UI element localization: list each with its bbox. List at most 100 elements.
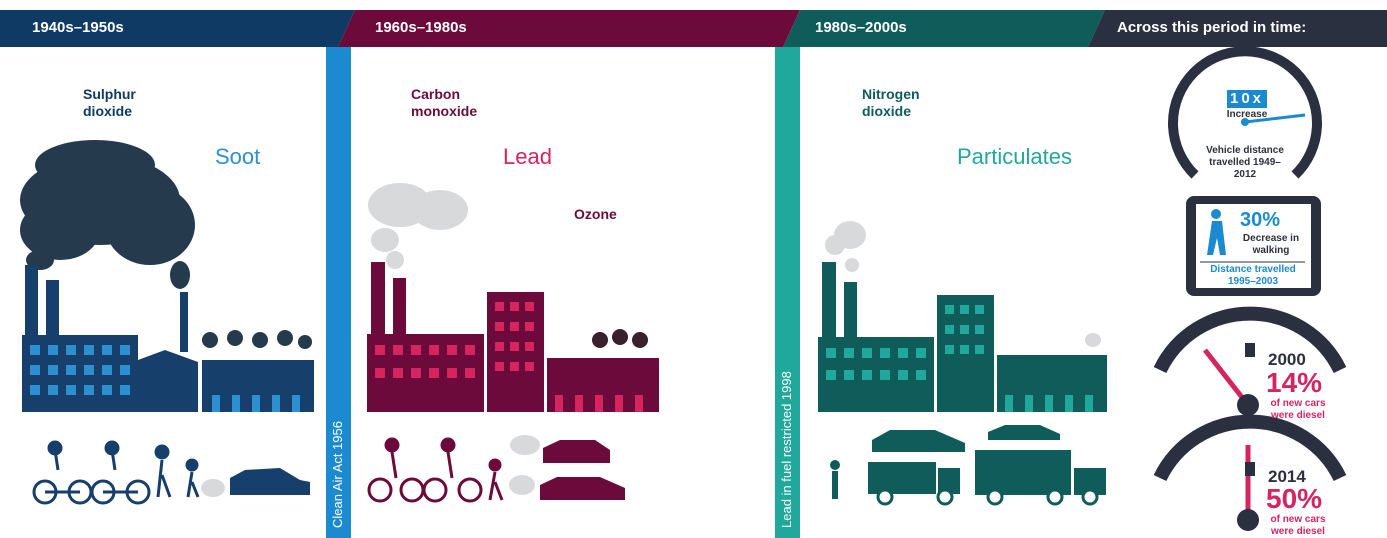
era3-factory: [818, 221, 1107, 412]
era1-factory-part-part: [202, 332, 218, 348]
era2-factory-part-part: [375, 368, 385, 378]
header-band-part: [0, 10, 355, 47]
pollutant: Ozone: [574, 206, 617, 222]
era2-transport-part: [457, 477, 483, 503]
era1-factory-part-part: [35, 140, 155, 190]
event-bar: [326, 47, 351, 538]
era1-factory-part-part: [30, 345, 40, 355]
fuel-gauge-2014-part: [1237, 509, 1259, 531]
era3-factory-part: [822, 262, 836, 337]
era3-factory-part-part: [975, 345, 984, 354]
era2-factory-part-part: [635, 395, 643, 412]
era1-transport-part: [230, 468, 310, 495]
header-band: [0, 10, 1387, 47]
era3-factory-part-part: [1025, 395, 1033, 412]
era1-factory-part-part: [272, 395, 280, 412]
era3-factory-part-part: [960, 305, 969, 314]
odometer-part: [1241, 118, 1249, 126]
era2-factory-part-part: [447, 345, 457, 355]
era1-factory-part-part: [120, 365, 130, 375]
era2-transport-part: [367, 477, 393, 503]
year: 2000: [1268, 350, 1306, 369]
era2-factory-part-part: [525, 362, 534, 371]
era1-factory-part-part: [66, 365, 76, 375]
stat-value: 14%: [1266, 367, 1323, 398]
era1-factory-part-part: [84, 385, 94, 395]
era3-transport-part: [872, 430, 965, 452]
pollutant: Carbon monoxide: [411, 86, 478, 119]
era2-factory-part-part: [495, 302, 504, 311]
era3-factory-part-part: [845, 258, 859, 272]
era2-transport-part: [540, 477, 625, 500]
era2-factory-part: [375, 302, 643, 412]
era2-transport-part: [509, 475, 535, 495]
era1-transport-part: [47, 440, 63, 456]
era1-transport-part: [156, 459, 164, 498]
tablet: [1186, 196, 1321, 296]
era2-factory-part-part: [465, 345, 475, 355]
era3-factory-part-part: [1005, 395, 1013, 412]
era3-factory-part-part: [916, 370, 926, 380]
fuel-gauge-2000-part: [1237, 394, 1259, 416]
tablet-part: [1207, 221, 1226, 255]
era3-transport-part: [832, 471, 838, 499]
era1-factory-part-part: [277, 330, 293, 346]
era1-factory-part: [22, 335, 138, 412]
era2-factory-part: [592, 329, 648, 348]
era2-factory-part-part: [495, 362, 504, 371]
odometer: [1168, 46, 1322, 179]
period-label: Across this period in time:: [1117, 19, 1307, 36]
era1-factory-part-part: [252, 395, 260, 412]
era1-factory-part-part: [232, 395, 240, 412]
era2-factory-part-part: [510, 342, 519, 351]
era3-factory-part-part: [1085, 395, 1093, 412]
era3-factory-part-part: [1085, 333, 1101, 347]
pollutant-highlight: Soot: [215, 144, 261, 169]
era3-factory-part-part: [898, 370, 908, 380]
era2-transport-part: [510, 435, 540, 455]
era2-factory-part-part: [510, 302, 519, 311]
era1-factory-part-part: [105, 185, 195, 265]
era1-transport-part: [190, 481, 200, 498]
period-label: 1980s–2000s: [815, 19, 907, 36]
fuel-gauge-2000-part: [1203, 348, 1250, 407]
era1-factory-part-part: [102, 385, 112, 395]
era2-factory-part-part: [412, 190, 468, 230]
era3-transport-part-part: [936, 488, 954, 506]
era2-transport-part: [543, 440, 610, 463]
era1-factory-part: [30, 345, 300, 412]
era1-factory-part-part: [252, 332, 268, 348]
fuel-gauge-2000-part: [1245, 343, 1255, 357]
era2-transport-part: [422, 477, 448, 503]
stat-caption: Distance travelled 1995–2003: [1210, 264, 1296, 287]
era2-factory-part-part: [525, 322, 534, 331]
era1-factory-part-part: [292, 395, 300, 412]
header-band-part: [1088, 10, 1387, 47]
era3-transport-part: [830, 460, 840, 470]
stat-label: Decrease in walking: [1242, 233, 1300, 256]
era2-transport-part: [493, 481, 504, 501]
era1-factory-part-part: [20, 200, 100, 260]
era3-factory-part-part: [960, 345, 969, 354]
era3-factory-part-part: [880, 348, 890, 358]
era1-transport-part: [104, 440, 120, 456]
era1-factory-part-part: [48, 365, 58, 375]
era3-factory-part: [826, 305, 1093, 412]
era3-factory-part-part: [826, 370, 836, 380]
stat-value: 10x: [1227, 90, 1267, 108]
era3-transport-part: [876, 488, 1099, 506]
era2-transport-part: [488, 471, 497, 501]
era1-transport-part: [154, 444, 170, 460]
era3-factory-part: [818, 337, 934, 412]
era1-transport-part: [160, 474, 172, 498]
fuel-gauge-2014: [1153, 414, 1347, 531]
era3-factory-part: [844, 282, 857, 337]
era2-factory-part-part: [575, 395, 583, 412]
era2-factory-part-part: [371, 228, 399, 252]
era1-factory-part: [20, 140, 195, 289]
era2-factory-part-part: [632, 332, 648, 348]
stat-value: 50%: [1266, 483, 1323, 514]
era2-factory-part: [368, 183, 468, 269]
era3-factory-part-part: [975, 325, 984, 334]
